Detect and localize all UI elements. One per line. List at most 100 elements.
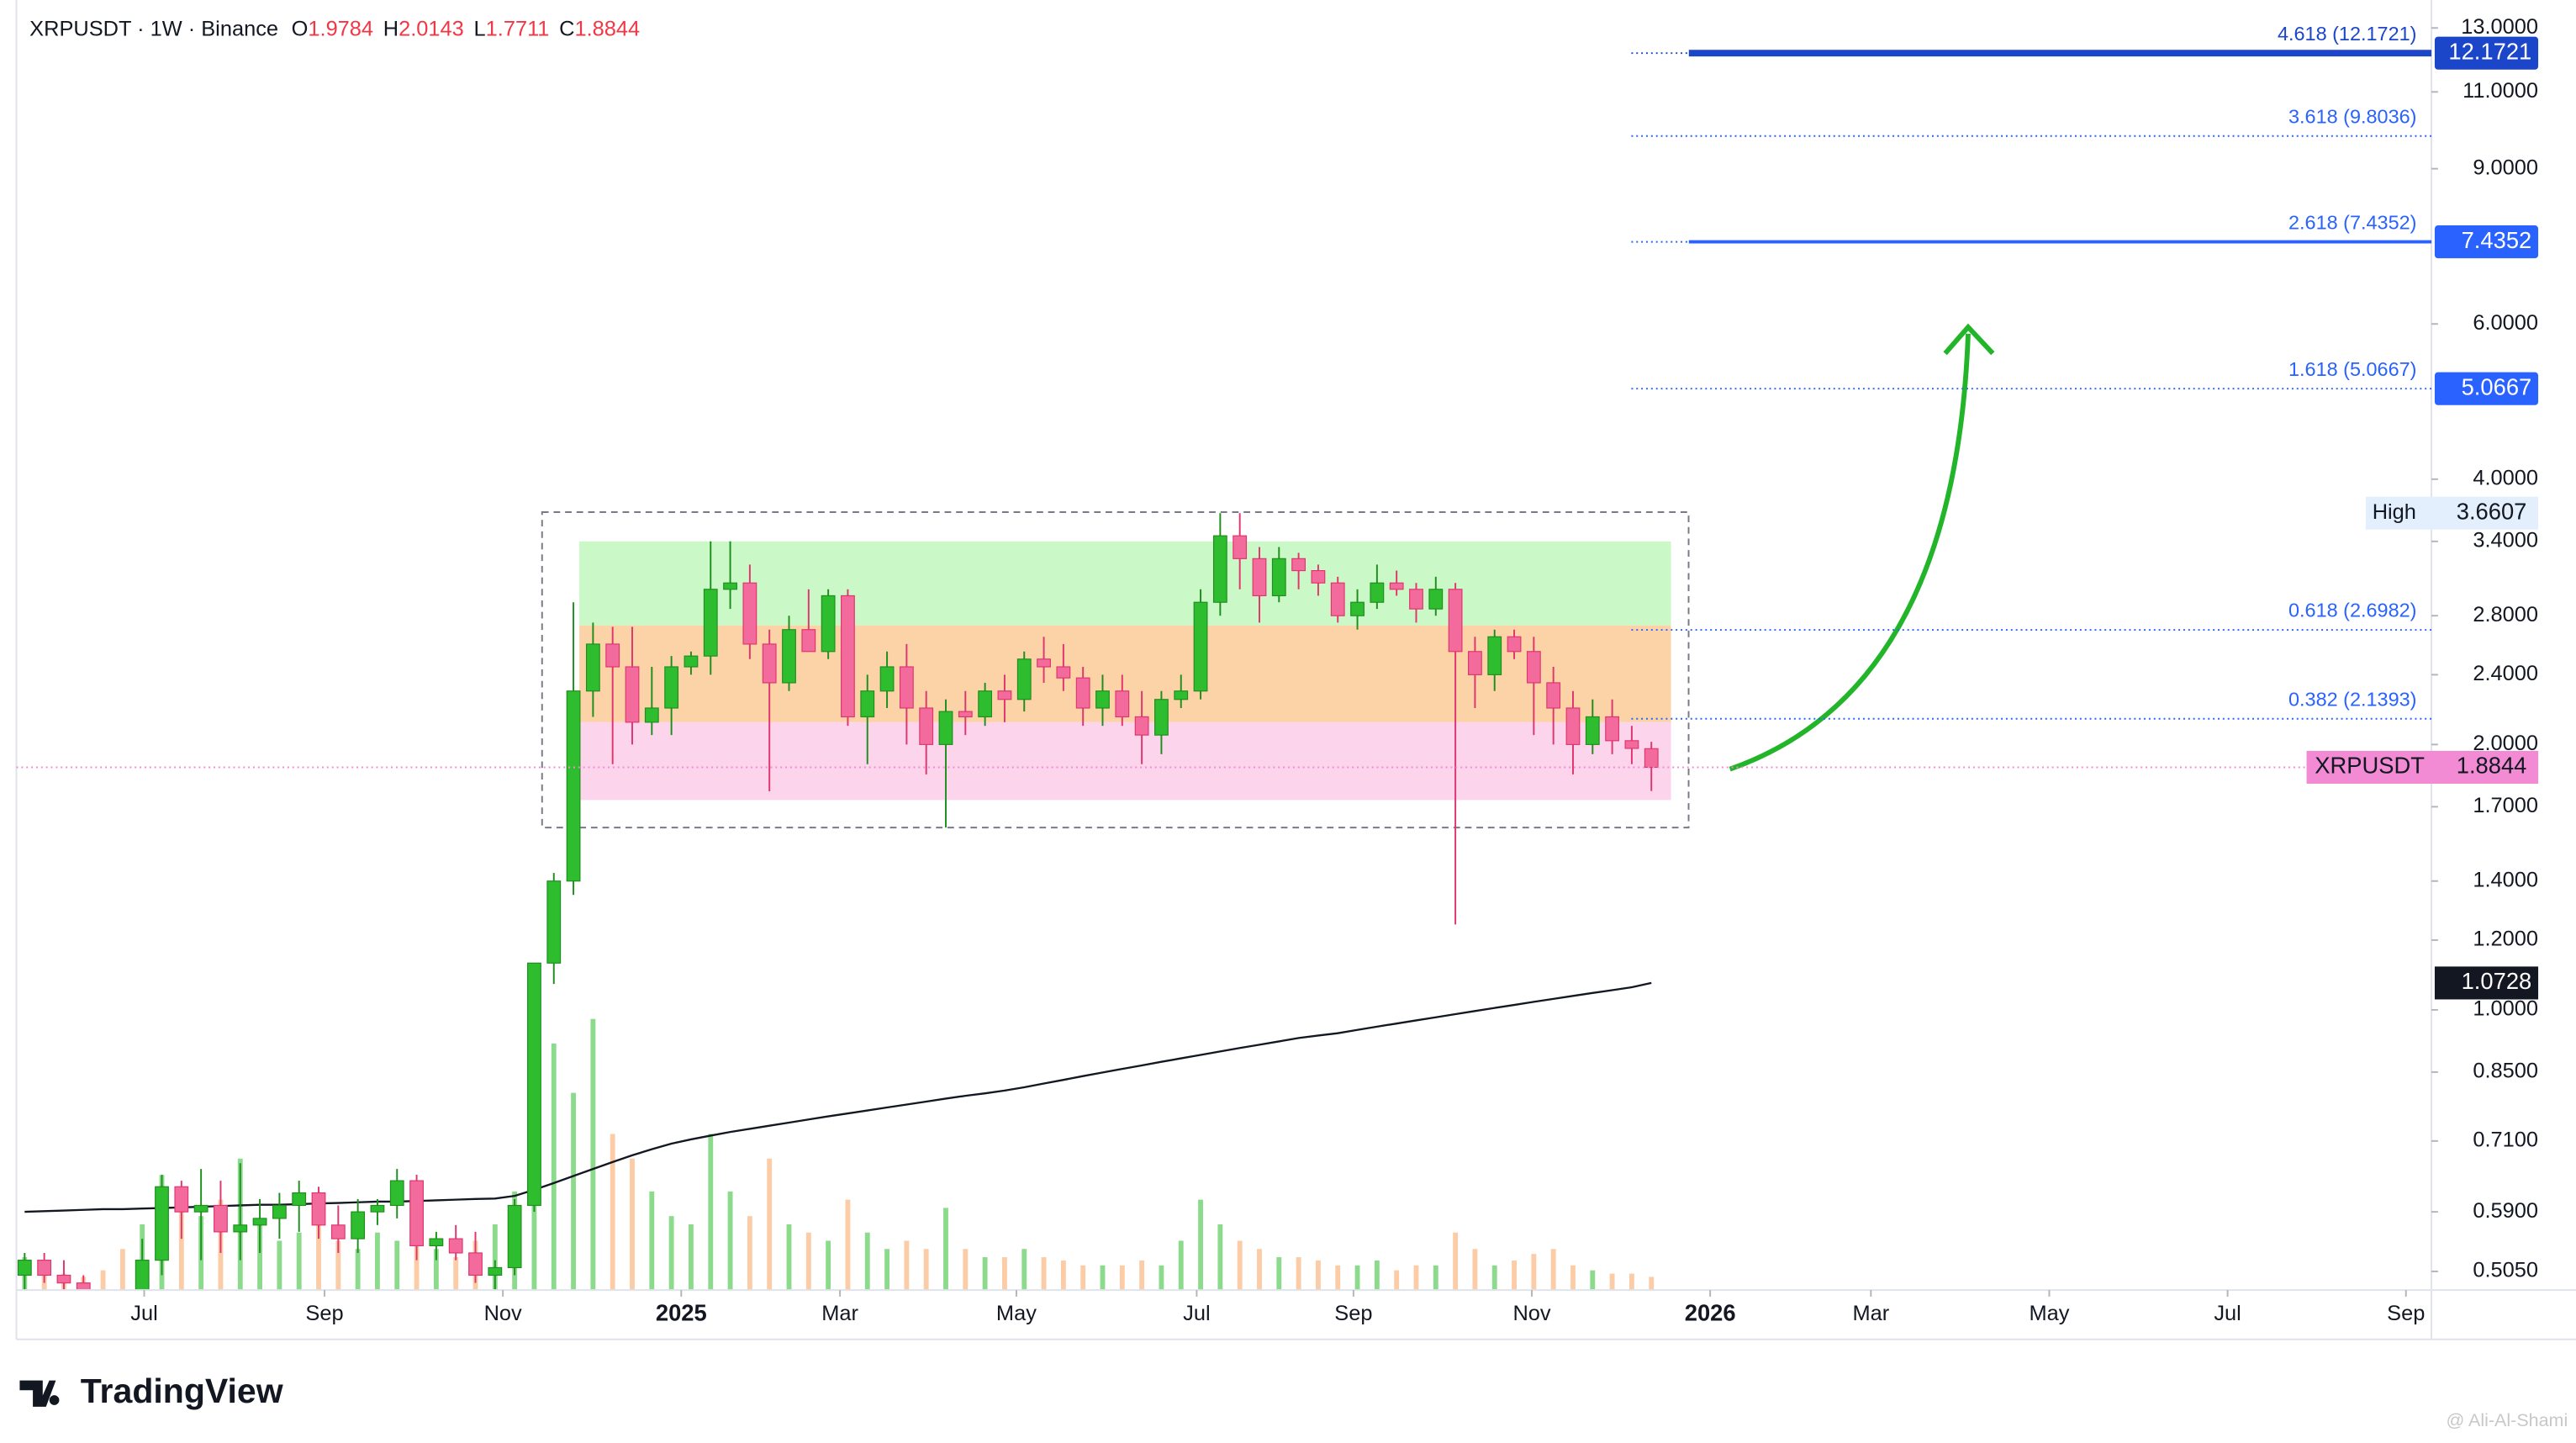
volume-bar (963, 1249, 969, 1291)
candle-body (76, 1282, 91, 1291)
candle-body (429, 1238, 444, 1247)
volume-bar (727, 1191, 733, 1291)
ohlc-key: H (383, 17, 399, 40)
candle-body (448, 1238, 463, 1254)
x-tick-label: May (2029, 1302, 2069, 1325)
x-tick-label: Mar (1852, 1302, 1889, 1325)
volume-bar (1590, 1270, 1596, 1291)
candle-body (37, 1260, 52, 1276)
fib-label: 0.382 (2.1393) (2288, 688, 2416, 710)
candle-body (742, 582, 757, 645)
volume-bar (335, 1240, 341, 1291)
volume-bar (1178, 1240, 1184, 1291)
ohlc-key: C (559, 17, 574, 40)
candle-body (1193, 601, 1208, 692)
fib-label: 1.618 (5.0667) (2288, 358, 2416, 380)
volume-bar (610, 1134, 615, 1291)
volume-bar (1276, 1257, 1282, 1291)
candle-body (135, 1260, 150, 1291)
candle-body (1350, 601, 1365, 616)
candle-body (978, 690, 993, 718)
price-badge (2434, 372, 2539, 405)
volume-bar (826, 1240, 831, 1291)
candle-body (1605, 716, 1620, 742)
volume-bar (1237, 1240, 1243, 1291)
candle-body (841, 595, 855, 718)
candle-body (1115, 690, 1130, 718)
ohlc-value: 1.9784 (308, 17, 373, 40)
candle-body (1037, 658, 1051, 668)
candle-body (1448, 589, 1463, 653)
volume-bar (119, 1249, 125, 1291)
y-tick-label: 0.5050 (2473, 1259, 2538, 1282)
y-tick-label: 3.4000 (2473, 529, 2538, 552)
volume-bar (689, 1224, 694, 1291)
candle-body (801, 629, 816, 653)
y-tick-label: 4.0000 (2473, 467, 2538, 490)
volume-bar (1315, 1260, 1321, 1291)
volume-bar (630, 1158, 635, 1291)
candle-body (252, 1218, 267, 1226)
candle-body (1428, 589, 1444, 610)
candle-body (1330, 582, 1345, 616)
volume-bar (1413, 1265, 1419, 1291)
candle-body (860, 690, 875, 718)
x-tick-label: Nov (1512, 1302, 1550, 1325)
candle-body (488, 1266, 503, 1276)
volume-bar (1628, 1273, 1634, 1291)
candle-body (1468, 651, 1482, 675)
y-tick-label: 13.0000 (2461, 15, 2538, 39)
candle-body (193, 1204, 209, 1213)
y-tick-label: 11.0000 (2463, 79, 2538, 103)
volume-bar (1198, 1199, 1203, 1291)
price-badge-label: 7.4352 (2462, 227, 2532, 253)
candle-body (1409, 589, 1423, 610)
candle-body (233, 1224, 248, 1233)
volume-bar (590, 1018, 596, 1291)
volume-bar (943, 1208, 948, 1291)
candle-body (625, 666, 640, 723)
volume-bar (1453, 1232, 1459, 1291)
candle-body (292, 1192, 307, 1207)
volume-bar (864, 1232, 870, 1291)
candle-body (370, 1204, 385, 1213)
candle-body (938, 711, 953, 745)
volume-bar (551, 1044, 557, 1291)
candle-body (1565, 707, 1581, 745)
arrow-head (1943, 323, 1995, 356)
volume-bar (257, 1224, 263, 1291)
zone (541, 511, 1690, 829)
y-tick-label: 2.4000 (2473, 662, 2538, 685)
last-price-symbol: XRPUSDT (2315, 753, 2425, 779)
volume-bar (1257, 1249, 1262, 1291)
x-tick-label: Nov (484, 1302, 522, 1325)
tradingview-logo: TradingView (19, 1372, 283, 1410)
y-tick-label: 1.0000 (2473, 997, 2538, 1021)
candle-body (1311, 569, 1326, 584)
volume-bar (845, 1199, 851, 1291)
y-tick-label: 0.7100 (2473, 1128, 2538, 1152)
fib-label: 2.618 (7.4352) (2288, 211, 2416, 233)
projection-arrow (1729, 333, 1971, 772)
volume-bar (492, 1224, 498, 1291)
candle-body (919, 707, 934, 745)
volume-bar (453, 1257, 459, 1291)
candle-body (546, 880, 562, 964)
volume-bar (1472, 1249, 1478, 1291)
candle-body (330, 1224, 346, 1240)
zone (579, 722, 1671, 801)
volume-bar (805, 1232, 811, 1291)
candle-body (1252, 558, 1267, 597)
volume-bar (1512, 1260, 1517, 1291)
candle-body (879, 666, 895, 692)
x-tick-label: Mar (821, 1302, 858, 1325)
volume-bar (1159, 1265, 1164, 1291)
candle-body (1075, 677, 1090, 709)
volume-bar (1374, 1260, 1380, 1291)
x-tick-label: May (996, 1302, 1037, 1325)
volume-bar (1609, 1273, 1615, 1291)
fib-label: 4.618 (12.1721) (2278, 23, 2417, 45)
candle-body (507, 1204, 522, 1269)
y-tick-label: 0.5900 (2473, 1199, 2538, 1223)
